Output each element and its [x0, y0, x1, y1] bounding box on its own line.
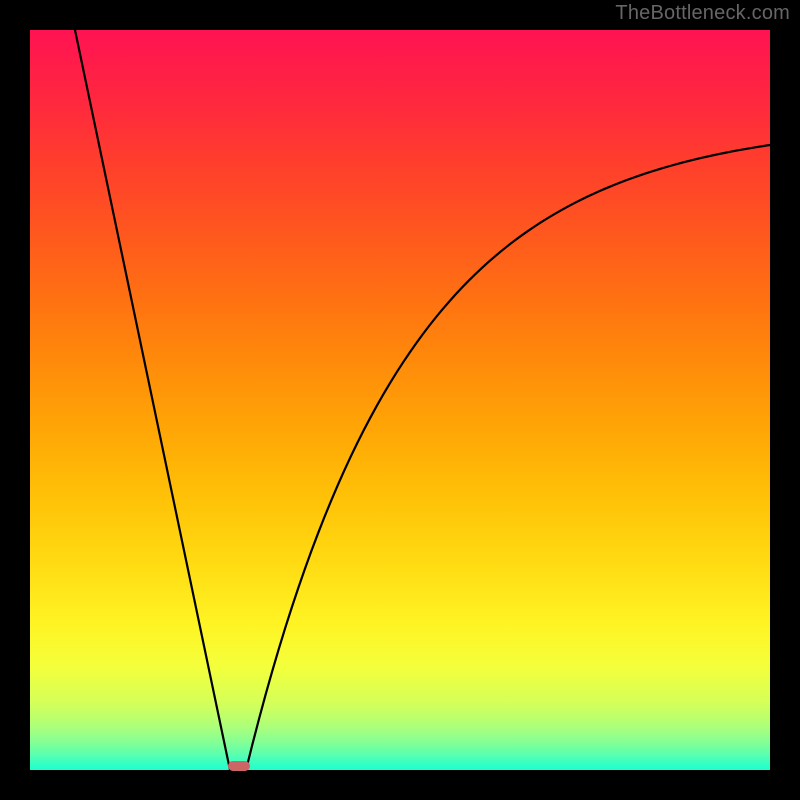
- bottleneck-curve: [30, 30, 770, 770]
- minimum-marker: [228, 761, 250, 771]
- curve-path: [75, 30, 770, 770]
- watermark-text: TheBottleneck.com: [615, 2, 790, 25]
- chart-container: { "watermark": { "text": "TheBottleneck.…: [0, 0, 800, 800]
- plot-area: [30, 30, 770, 770]
